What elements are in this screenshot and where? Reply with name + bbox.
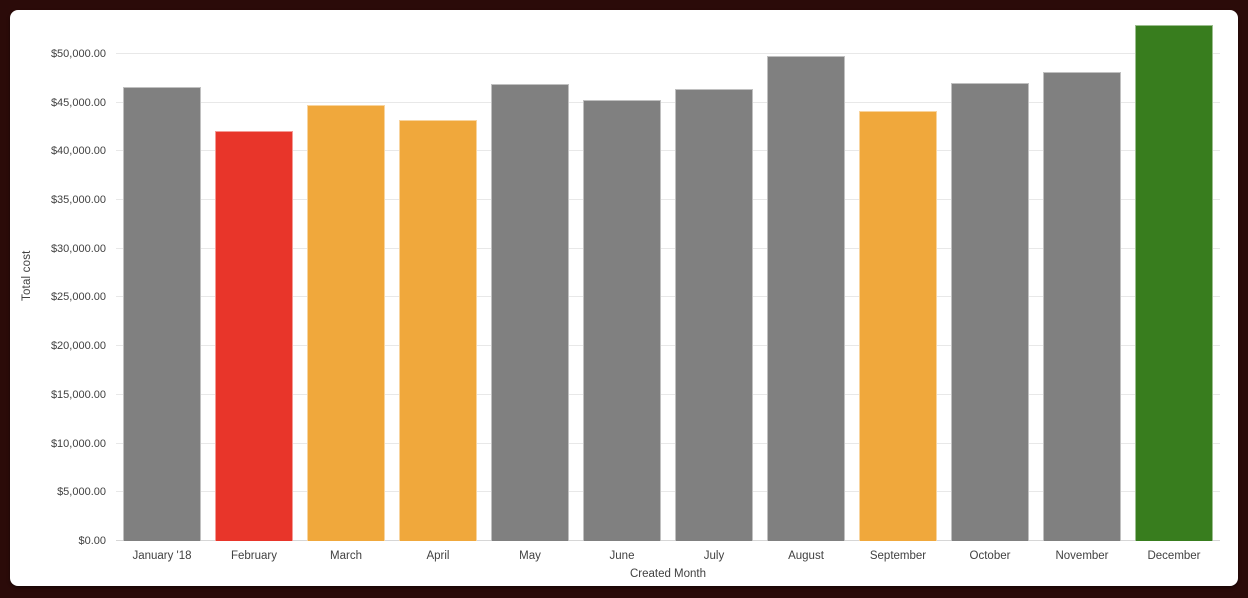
y-tick-label: $15,000.00 [50, 388, 106, 401]
bar-january-18[interactable] [123, 87, 201, 541]
bar-november[interactable] [1043, 72, 1121, 541]
gridline [116, 296, 1220, 298]
gridline [116, 442, 1220, 444]
bar-slot [1036, 10, 1128, 541]
x-axis-tick-labels: January '18 February March April May June July… [116, 544, 1220, 566]
x-tick-label: August [788, 550, 824, 562]
bar-july[interactable] [675, 88, 753, 541]
x-tick-label: June [609, 550, 635, 562]
bar-slot [300, 10, 392, 541]
bar-may[interactable] [491, 84, 569, 541]
bar-series [116, 10, 1220, 541]
x-tick-label: March [330, 550, 362, 562]
y-tick-label: $40,000.00 [50, 145, 106, 158]
x-tick-label: February [230, 550, 278, 562]
x-tick-label: July [703, 550, 725, 562]
gridline [116, 101, 1220, 103]
x-axis-title: Created Month [629, 568, 707, 580]
bar-slot [392, 10, 484, 541]
y-tick-label: $0.00 [78, 535, 106, 547]
y-tick-label: $50,000.00 [50, 47, 106, 60]
y-tick-label: $10,000.00 [50, 437, 106, 450]
bar-slot [668, 10, 760, 541]
bar-slot [484, 10, 576, 541]
bar-slot [116, 10, 208, 541]
bar-slot [1128, 10, 1220, 541]
gridline [116, 491, 1220, 493]
gridline [116, 540, 1220, 541]
x-tick-label: December [1147, 550, 1201, 562]
y-tick-label: $20,000.00 [50, 340, 106, 353]
x-tick-label: January '18 [132, 550, 192, 562]
y-tick-label: $45,000.00 [50, 96, 106, 109]
y-tick-label: $25,000.00 [50, 291, 106, 304]
bar-september[interactable] [859, 111, 937, 541]
bar-slot [852, 10, 944, 541]
bar-march[interactable] [307, 105, 385, 541]
bar-february[interactable] [215, 130, 293, 541]
gridline [116, 199, 1220, 200]
gridline [116, 150, 1220, 152]
x-tick-label: November [1055, 550, 1109, 562]
y-tick-label: $30,000.00 [50, 242, 106, 255]
bar-slot [576, 10, 668, 541]
bar-slot [760, 10, 852, 541]
gridline [116, 345, 1220, 347]
y-tick-label: $35,000.00 [50, 194, 106, 206]
bar-slot [944, 10, 1036, 541]
y-tick-label: $5,000.00 [57, 486, 106, 499]
chart-panel: Total cost $0.00 $5,000.00 $10,000.00 $15,0… [10, 10, 1238, 586]
x-tick-label: May [519, 550, 541, 562]
plot-area [116, 10, 1220, 541]
y-axis-tick-labels: $0.00 $5,000.00 $10,000.00 $15,000.00 $20,00… [10, 10, 106, 547]
gridline [116, 247, 1220, 249]
gridline [116, 52, 1220, 54]
gridline [116, 393, 1220, 395]
bar-june[interactable] [583, 99, 661, 541]
bar-december[interactable] [1135, 24, 1213, 541]
x-tick-label: April [426, 550, 450, 562]
x-tick-label: October [969, 550, 1011, 562]
bar-april[interactable] [399, 120, 477, 541]
bar-august[interactable] [767, 55, 845, 541]
bar-slot [208, 10, 300, 541]
x-tick-label: September [869, 550, 927, 562]
bar-october[interactable] [951, 82, 1029, 541]
